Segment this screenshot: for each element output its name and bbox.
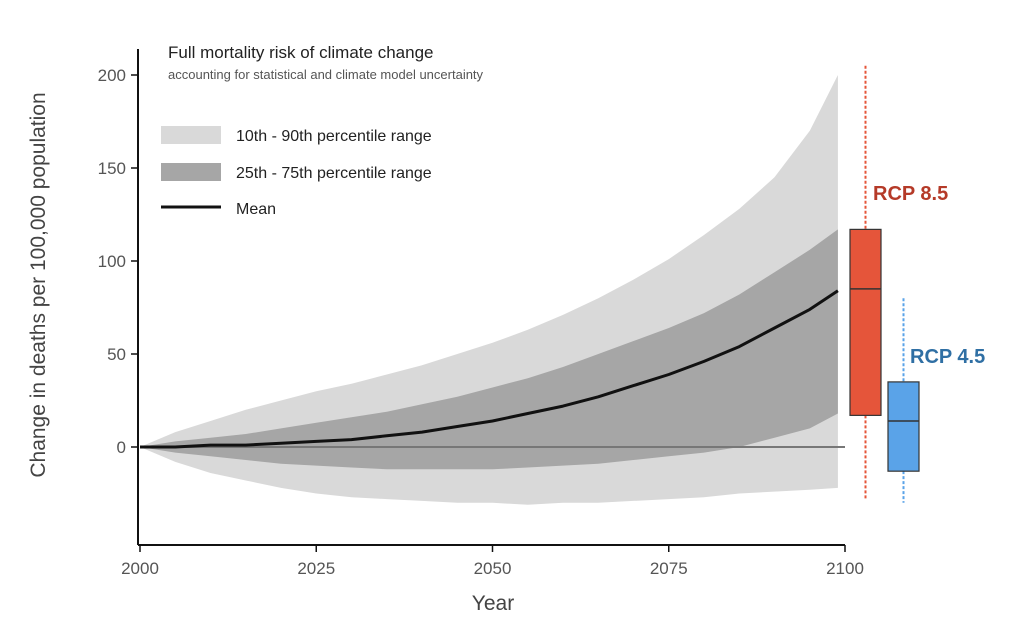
y-tick-label: 150 <box>98 159 126 178</box>
chart-subtitle: accounting for statistical and climate m… <box>168 67 484 82</box>
legend: 10th - 90th percentile range 25th - 75th… <box>161 126 432 218</box>
legend-label-outer: 10th - 90th percentile range <box>236 128 432 145</box>
x-ticks: 2000 2025 2050 2075 2100 <box>121 545 864 578</box>
rcp-8-5-box <box>849 228 882 416</box>
y-tick-label: 50 <box>107 345 126 364</box>
mean-layer <box>140 289 839 449</box>
legend-label-mean: Mean <box>236 201 276 218</box>
x-tick-label: 2050 <box>474 559 512 578</box>
legend-swatch-inner <box>161 163 221 181</box>
rcp-8-5-label: RCP 8.5 <box>873 183 948 205</box>
y-ticks: 0 50 100 150 200 <box>98 66 138 457</box>
x-tick-label: 2100 <box>826 559 864 578</box>
x-tick-label: 2000 <box>121 559 159 578</box>
y-tick-label: 0 <box>117 438 126 457</box>
band-25-75 <box>140 229 838 470</box>
rcp-4-5-box <box>887 381 920 472</box>
x-tick-label: 2025 <box>297 559 335 578</box>
x-axis-title: Year <box>472 592 514 615</box>
y-tick-label: 200 <box>98 66 126 85</box>
mean-line <box>140 289 839 449</box>
y-axis-title: Change in deaths per 100,000 population <box>27 92 50 477</box>
boxplots: RCP 8.5 RCP 4.5 <box>849 65 985 503</box>
x-tick-label: 2075 <box>650 559 688 578</box>
legend-label-inner: 25th - 75th percentile range <box>236 165 432 182</box>
legend-swatch-outer <box>161 126 221 144</box>
y-tick-label: 100 <box>98 252 126 271</box>
chart-title: Full mortality risk of climate change <box>168 43 433 62</box>
percentile-bands <box>140 75 838 505</box>
rcp-4-5-label: RCP 4.5 <box>910 346 985 368</box>
